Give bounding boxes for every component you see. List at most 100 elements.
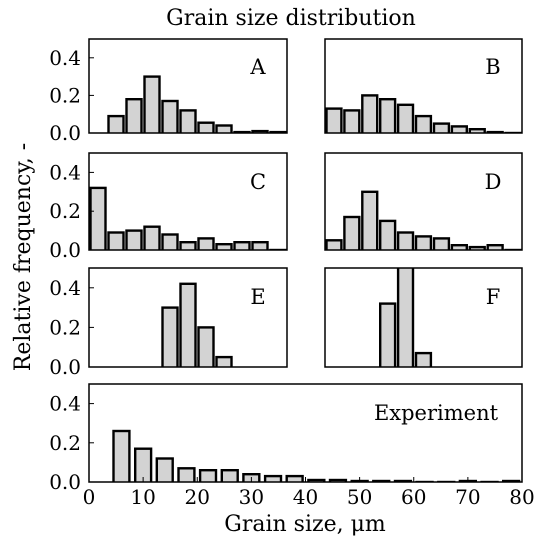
y-tick-label: 0.2 bbox=[49, 315, 81, 339]
bar bbox=[233, 240, 251, 250]
bar bbox=[197, 237, 215, 250]
bar bbox=[143, 225, 161, 250]
panel-a: 0.0 0.2 0.4 A bbox=[49, 38, 288, 145]
bar bbox=[143, 75, 161, 133]
bar bbox=[414, 114, 433, 133]
bar bbox=[89, 186, 107, 250]
x-tick-label: 80 bbox=[509, 485, 534, 509]
bars bbox=[325, 190, 522, 250]
x-tick-label: 70 bbox=[455, 485, 480, 509]
bar bbox=[379, 219, 397, 250]
bar bbox=[361, 94, 379, 133]
bar bbox=[133, 447, 153, 482]
panel-d: D bbox=[324, 152, 523, 251]
bar bbox=[161, 233, 179, 250]
y-tick-label: 0.4 bbox=[49, 160, 81, 184]
bar bbox=[125, 97, 143, 133]
bar bbox=[379, 302, 397, 367]
panel-frame bbox=[88, 383, 523, 483]
bar bbox=[343, 109, 361, 133]
x-tick-label: 30 bbox=[239, 485, 264, 509]
bar bbox=[325, 107, 343, 133]
panel-label: A bbox=[249, 55, 266, 79]
bar bbox=[220, 469, 239, 482]
panel-frame bbox=[88, 152, 288, 251]
x-axis-label: Grain size, μm bbox=[224, 512, 386, 537]
bar bbox=[179, 240, 197, 250]
bar bbox=[343, 215, 361, 250]
bar bbox=[396, 231, 415, 250]
panel-c: 0.0 0.2 0.4 C bbox=[49, 152, 288, 262]
panel-label: E bbox=[250, 285, 265, 309]
bar bbox=[179, 109, 197, 133]
bar bbox=[107, 114, 125, 133]
bar bbox=[450, 125, 468, 133]
bar bbox=[215, 124, 233, 133]
y-tick-label: 0.4 bbox=[49, 46, 81, 70]
bar bbox=[251, 129, 269, 133]
bar bbox=[328, 478, 348, 482]
y-tick-label: 0.2 bbox=[49, 83, 81, 107]
bars bbox=[161, 282, 233, 367]
bar bbox=[107, 231, 125, 250]
bar bbox=[432, 237, 451, 250]
x-tick-label: 60 bbox=[401, 485, 426, 509]
bar bbox=[379, 97, 397, 133]
bars bbox=[112, 429, 521, 482]
bar bbox=[414, 351, 433, 367]
bar bbox=[125, 229, 143, 250]
panel-label: B bbox=[485, 55, 500, 79]
panel-label: Experiment bbox=[374, 401, 499, 425]
x-tick-label: 0 bbox=[83, 485, 96, 509]
bar bbox=[486, 243, 504, 250]
panel-experiment: 0.0 0.2 0.4 0 10 20 30 40 50 60 70 80 Experiment bbox=[49, 383, 535, 509]
y-tick-label: 0.4 bbox=[49, 392, 81, 416]
y-tick-label: 0.2 bbox=[49, 431, 81, 455]
x-tick-label: 20 bbox=[185, 485, 210, 509]
panel-f: F bbox=[324, 267, 523, 368]
bar bbox=[396, 268, 415, 367]
panel-frame bbox=[88, 267, 288, 368]
bar bbox=[215, 242, 233, 250]
x-tick-label: 10 bbox=[130, 485, 155, 509]
panel-b: B bbox=[324, 38, 523, 134]
chart-title: Grain size distribution bbox=[166, 6, 416, 31]
bar bbox=[198, 469, 218, 482]
bar bbox=[161, 99, 179, 133]
bars bbox=[89, 186, 287, 250]
panels: 0.00.20.4 A B0.00.20.4 C D0.00.20.4 E F0.00.20… bbox=[49, 38, 535, 509]
bar bbox=[468, 127, 486, 133]
bar bbox=[263, 474, 283, 482]
bar bbox=[197, 121, 215, 133]
y-tick-label: 0.0 bbox=[49, 470, 81, 494]
bars bbox=[379, 268, 433, 367]
x-tick-label: 40 bbox=[293, 485, 318, 509]
bar bbox=[177, 467, 196, 482]
bars bbox=[107, 75, 287, 133]
bar bbox=[396, 103, 415, 133]
y-tick-label: 0.0 bbox=[49, 238, 81, 262]
bar bbox=[361, 190, 379, 250]
bar bbox=[325, 239, 343, 250]
bar bbox=[251, 240, 269, 250]
bar bbox=[112, 429, 131, 482]
bar bbox=[161, 306, 179, 367]
bar bbox=[197, 326, 215, 367]
panel-e: 0.0 0.2 0.4 E bbox=[49, 267, 288, 379]
panel-frame bbox=[324, 38, 523, 134]
bar bbox=[215, 355, 233, 367]
bars bbox=[325, 94, 522, 133]
y-tick-label: 0.2 bbox=[49, 199, 81, 223]
bar bbox=[179, 282, 197, 367]
y-axis-label: Relative frequency, - bbox=[11, 143, 36, 371]
bar bbox=[450, 243, 468, 250]
y-tick-label: 0.0 bbox=[49, 121, 81, 145]
y-tick-label: 0.4 bbox=[49, 276, 81, 300]
bar bbox=[414, 235, 433, 250]
panel-frame bbox=[324, 152, 523, 251]
x-tick-label: 50 bbox=[347, 485, 372, 509]
panel-label: C bbox=[250, 170, 266, 194]
panel-frame bbox=[88, 38, 288, 134]
y-tick-label: 0.0 bbox=[49, 355, 81, 379]
